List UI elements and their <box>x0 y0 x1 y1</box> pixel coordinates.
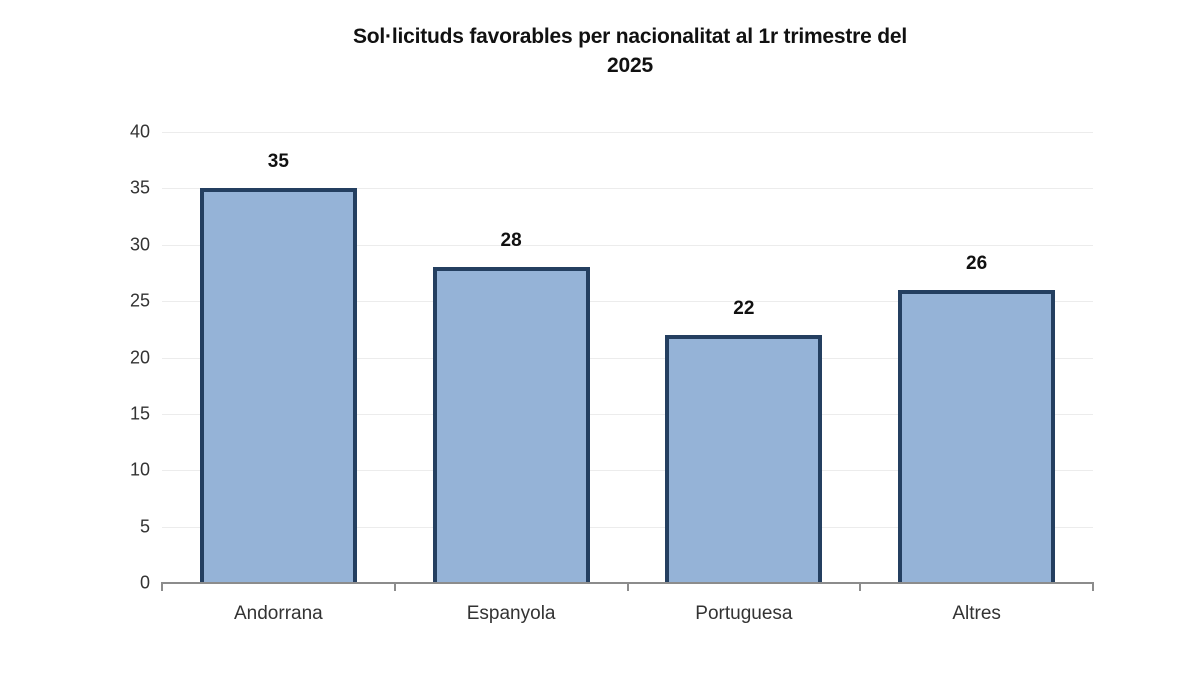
bar-portuguesa <box>665 334 823 583</box>
bar-andorrana <box>199 188 357 583</box>
data-label: 35 <box>267 151 289 173</box>
gridline <box>162 188 1093 190</box>
gridline <box>162 132 1093 133</box>
y-tick-label: 30 <box>129 234 150 255</box>
y-tick-label: 40 <box>129 121 150 142</box>
y-tick-label: 25 <box>129 290 150 311</box>
bar-espanyola <box>432 267 590 583</box>
data-label: 28 <box>500 230 522 252</box>
y-tick-label: 0 <box>139 572 150 593</box>
data-label: 26 <box>966 252 988 274</box>
x-category-label: Espanyola <box>466 603 556 624</box>
plot-area <box>162 132 1093 583</box>
y-tick-label: 5 <box>139 516 150 537</box>
chart-title-line-2: 2025 <box>607 54 653 77</box>
gridline <box>162 357 1093 359</box>
x-category-label: Altres <box>952 603 1001 624</box>
data-label: 22 <box>733 297 755 319</box>
chart-title-line-1: Sol·licituds favorables per nacionalitat… <box>352 25 908 48</box>
gridline <box>162 526 1093 528</box>
gridline <box>162 244 1093 246</box>
y-tick-label: 15 <box>129 403 150 424</box>
y-tick-label: 35 <box>129 177 150 198</box>
x-tick-mark <box>161 582 163 591</box>
y-tick-label: 20 <box>129 347 150 367</box>
x-tick-mark <box>626 582 629 591</box>
gridline <box>162 470 1093 472</box>
gridline <box>162 413 1093 415</box>
bar-altres <box>898 289 1056 583</box>
x-tick-mark <box>859 582 862 591</box>
gridline <box>162 301 1093 303</box>
x-tick-mark <box>393 582 396 591</box>
x-category-label: Portuguesa <box>695 603 793 624</box>
chart-title: Sol·licituds favorables per nacionalitat… <box>200 22 1060 80</box>
y-tick-label: 10 <box>129 459 150 480</box>
x-tick-mark <box>1092 582 1094 591</box>
x-category-label: Andorrana <box>234 603 323 624</box>
